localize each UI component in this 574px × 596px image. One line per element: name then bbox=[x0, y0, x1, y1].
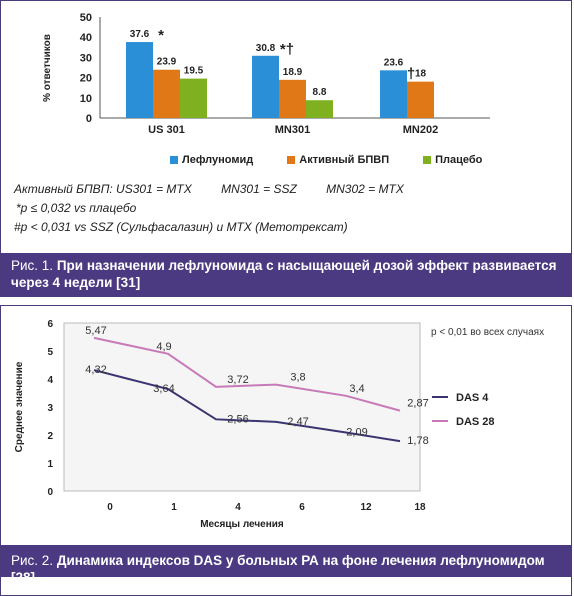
significance-annotation: р < 0,01 во всех случаях bbox=[431, 327, 544, 338]
line-chart-y-label: Среднее значение bbox=[14, 361, 25, 452]
y-tick-label: 2 bbox=[47, 431, 53, 442]
bar-value-label: 8.8 bbox=[313, 87, 327, 98]
notes-line-3: #p < 0,031 vs SSZ (Сульфасалазин) и MTX … bbox=[14, 220, 348, 234]
note-mn301: MN301 = SSZ bbox=[221, 182, 297, 196]
legend-item-active-dmard: Активный БПВП bbox=[287, 154, 389, 166]
legend-label-active-dmard: Активный БПВП bbox=[299, 154, 390, 166]
bar bbox=[153, 69, 180, 118]
category-label: MN301 bbox=[275, 124, 310, 136]
figure-1-caption: Рис. 1. При назначении лефлуномида с нас… bbox=[1, 253, 571, 296]
legend-label-leflunomide: Лефлуномид bbox=[182, 154, 254, 166]
x-tick-label: 4 bbox=[235, 502, 241, 513]
bar bbox=[180, 78, 207, 118]
data-label: 5,47 bbox=[85, 325, 106, 337]
figure-2-caption-text: Динамика индексов DAS у больных РА на фо… bbox=[11, 553, 545, 585]
bar-value-label: 23.9 bbox=[157, 57, 177, 68]
bar bbox=[407, 81, 434, 118]
das28-line bbox=[93, 336, 401, 412]
bar bbox=[279, 79, 306, 118]
data-label: 2,09 bbox=[346, 426, 367, 438]
x-tick-label: 0 bbox=[107, 502, 113, 513]
data-label: 2,87 bbox=[407, 398, 428, 410]
line-chart-plot-area bbox=[63, 322, 421, 492]
x-tick-label: 6 bbox=[299, 502, 305, 513]
y-tick-label: 30 bbox=[80, 52, 92, 64]
x-tick-label: 18 bbox=[414, 502, 426, 513]
y-tick-label: 5 bbox=[47, 347, 53, 358]
data-label: 4,9 bbox=[156, 341, 171, 353]
figure-1-caption-text: При назначении лефлуномида с насыщающей … bbox=[11, 258, 557, 290]
y-tick-label: 10 bbox=[80, 93, 92, 105]
bar-value-label: 30.8 bbox=[256, 43, 276, 54]
data-label: 2,47 bbox=[287, 416, 308, 428]
note-active-dmard-us301: Активный БПВП: US301 = MTX bbox=[14, 182, 192, 196]
line-chart: Среднее значение Месяцы лечения р < 0,01… bbox=[14, 319, 544, 530]
y-tick-label: 0 bbox=[47, 487, 53, 498]
bar-value-label: 18 bbox=[415, 69, 427, 80]
data-label: 3,8 bbox=[290, 372, 305, 384]
bar-value-label: 23.6 bbox=[384, 57, 404, 68]
figure-2-caption-label: Рис. 2. bbox=[11, 553, 54, 568]
bar-chart-y-label: % ответчиков bbox=[42, 34, 53, 102]
notes-line-1: Активный БПВП: US301 = MTX MN301 = SSZ M… bbox=[14, 180, 430, 199]
legend-swatch-active-dmard bbox=[287, 156, 296, 164]
data-label: 3,4 bbox=[349, 383, 364, 395]
notes-line-2: *p ≤ 0,032 vs плацебо bbox=[16, 201, 137, 215]
y-tick-label: 1 bbox=[47, 459, 53, 470]
significance-marker: * bbox=[158, 27, 164, 44]
category-label: MN202 bbox=[403, 124, 438, 136]
bar bbox=[126, 42, 153, 118]
bar-value-label: 19.5 bbox=[184, 66, 204, 77]
bar bbox=[380, 70, 407, 118]
das4-line bbox=[93, 369, 401, 443]
significance-marker: † bbox=[407, 66, 415, 83]
data-label: 3,72 bbox=[227, 374, 248, 386]
x-tick-label: 1 bbox=[171, 502, 177, 513]
figure-1-frame bbox=[0, 0, 572, 297]
x-tick-label: 12 bbox=[360, 502, 372, 513]
legend-label-placebo: Плацебо bbox=[435, 154, 483, 166]
data-label: 1,78 bbox=[407, 435, 428, 447]
y-tick-label: 50 bbox=[80, 12, 92, 24]
y-tick-label: 40 bbox=[80, 32, 92, 44]
y-tick-label: 6 bbox=[47, 319, 53, 330]
y-tick-label: 4 bbox=[47, 375, 53, 386]
bar-chart: % ответчиков 0 10 20 30 40 50 37.6 * 23.9 19.5 30… bbox=[42, 12, 490, 136]
legend-item-leflunomide: Лефлуномид bbox=[170, 154, 253, 166]
y-tick-label: 0 bbox=[86, 113, 92, 125]
data-label: 4,32 bbox=[85, 364, 106, 376]
legend-item-placebo: Плацебо bbox=[423, 154, 482, 166]
bar bbox=[306, 100, 333, 118]
line-chart-x-label: Месяцы лечения bbox=[200, 519, 284, 530]
bar bbox=[252, 55, 279, 118]
data-label: 3,64 bbox=[153, 383, 174, 395]
figure-1-notes: Активный БПВП: US301 = MTX MN301 = SSZ M… bbox=[14, 180, 430, 237]
line-chart-legend: DAS 4 DAS 28 bbox=[432, 392, 495, 428]
bar-value-label: 18.9 bbox=[283, 67, 303, 78]
legend-swatch-placebo bbox=[423, 156, 432, 164]
figure-1-caption-label: Рис. 1. bbox=[11, 258, 54, 273]
figure-2-caption: Рис. 2. Динамика индексов DAS у больных … bbox=[1, 545, 571, 585]
note-mn302: MN302 = MTX bbox=[326, 182, 404, 196]
y-tick-label: 3 bbox=[47, 403, 53, 414]
y-tick-label: 20 bbox=[80, 73, 92, 85]
bar-value-label: 37.6 bbox=[130, 29, 150, 40]
category-label: US 301 bbox=[148, 124, 185, 136]
bar-chart-legend: Лефлуномид Активный БПВП Плацебо bbox=[170, 154, 482, 166]
legend-label-das28: DAS 28 bbox=[456, 416, 495, 428]
legend-swatch-leflunomide bbox=[170, 156, 178, 164]
legend-label-das4: DAS 4 bbox=[456, 392, 489, 404]
significance-marker: *† bbox=[280, 41, 294, 58]
data-label: 2,56 bbox=[227, 413, 248, 425]
